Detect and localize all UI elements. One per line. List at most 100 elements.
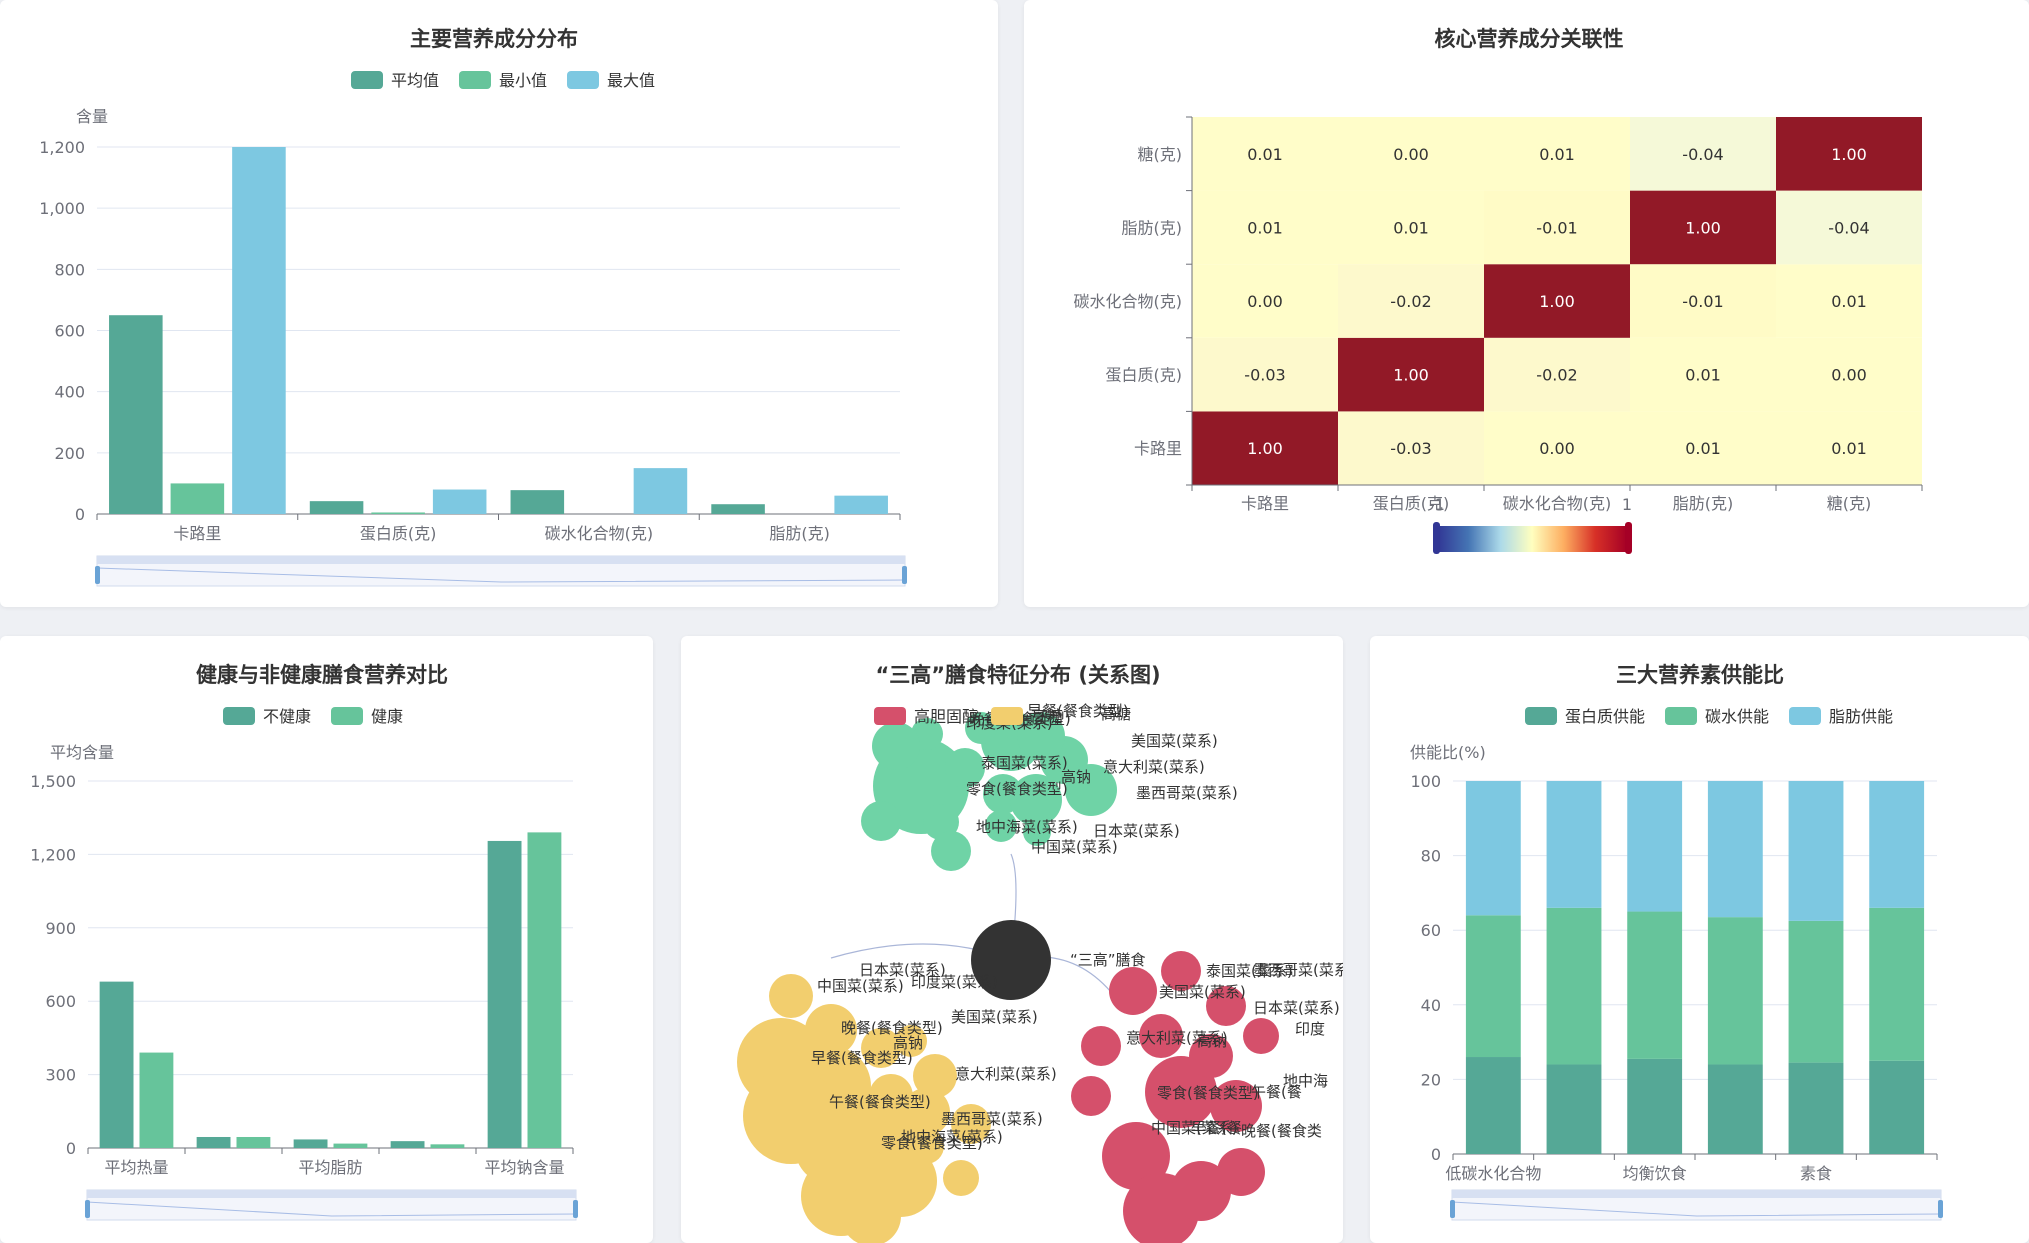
x-tick-label: 平均钠含量 [484, 1158, 564, 1177]
legend-item[interactable]: 最小值 [459, 71, 547, 90]
node-label: 高钠 [893, 1034, 923, 1052]
chart-title: 三大营养素供能比 [1616, 663, 1784, 687]
graph-node [965, 712, 997, 744]
graph-node [923, 804, 959, 840]
legend-item[interactable]: 脂肪供能 [1789, 707, 1893, 726]
bar [1546, 1064, 1602, 1154]
graph-node [931, 831, 971, 871]
healthy-compare-panel: 健康与非健康膳食营养对比 不健康 健康 平均含量 0 300 600 900 1,200 1… [0, 636, 653, 1243]
x-tick-label: 糖(克) [1827, 494, 1872, 513]
bar [232, 147, 286, 514]
bar [711, 504, 765, 514]
graph-node [1109, 967, 1157, 1015]
legend-label: 不健康 [263, 707, 311, 726]
graph-node [1071, 1076, 1111, 1116]
node-label: 早餐(餐食类型) [1027, 702, 1129, 720]
heatmap-cell [1192, 190, 1338, 265]
y-tick-label: 1,000 [39, 199, 85, 218]
y-tick-label: 0 [1431, 1145, 1441, 1164]
heatmap-cell [1630, 117, 1776, 191]
node-label: 午餐(餐 [1251, 1083, 1302, 1101]
y-tick-label: 800 [54, 260, 85, 279]
heatmap-cell [1630, 190, 1776, 265]
heatmap-value: -0.04 [1828, 218, 1869, 237]
heatmap-value: 0.01 [1831, 292, 1867, 311]
graph-node [1102, 1122, 1170, 1190]
visual-map[interactable]: -1 1 [1429, 495, 1632, 554]
legend-item[interactable]: 健康 [331, 707, 403, 726]
data-zoom-slider[interactable] [85, 1189, 578, 1221]
bar [1465, 781, 1521, 916]
node-label: 美国菜(菜系) [1159, 983, 1246, 1001]
graph-node [908, 1128, 944, 1164]
heatmap-value: 0.00 [1393, 145, 1429, 164]
y-tick-label: 600 [45, 992, 76, 1011]
node-label: 零食(餐食类型) [881, 1134, 983, 1152]
legend-swatch [223, 707, 255, 725]
x-tick-label: 均衡饮食 [1623, 1164, 1687, 1183]
node-label: 墨西哥菜(菜系) [1136, 784, 1238, 802]
zoom-preview-line [96, 567, 906, 583]
legend-item[interactable]: 蛋白质供能 [1525, 707, 1645, 726]
node-label: 墨西哥菜(菜系) [941, 1110, 1043, 1128]
legend-item[interactable]: 碳水供能 [1665, 707, 1769, 726]
bar [109, 315, 163, 514]
zoom-handle-right [573, 1200, 578, 1218]
data-zoom-slider[interactable] [95, 555, 907, 587]
bar [1465, 1057, 1521, 1154]
y-tick-label: 碳水化合物(克) [1074, 292, 1183, 311]
y-axis-name: 平均含量 [50, 743, 114, 762]
legend-item[interactable]: 高糖 [991, 707, 1063, 726]
node-label: 高钠 [1061, 768, 1091, 786]
heatmap-cell [1192, 411, 1338, 485]
graph-node [985, 810, 1017, 842]
bar [1788, 781, 1844, 921]
legend-swatch [1789, 707, 1821, 725]
legend-item[interactable]: 平均值 [351, 71, 439, 90]
graph-node [895, 1025, 927, 1057]
graph-node [1065, 764, 1117, 816]
x-tick-label: 平均脂肪 [298, 1158, 362, 1177]
graph-node [872, 722, 920, 770]
node-label: 印度 [1295, 1020, 1325, 1038]
heatmap-value: 0.01 [1539, 145, 1575, 164]
y-axis-name: 含量 [76, 107, 108, 126]
node-label: 零食(餐食类型) [966, 780, 1068, 798]
heatmap-cell [1776, 337, 1922, 412]
legend-item[interactable]: 高胆固醇 [874, 707, 978, 726]
bar [371, 512, 425, 514]
bar [1788, 1062, 1844, 1154]
legend-item[interactable]: 不健康 [223, 707, 311, 726]
x-tick-label: 碳水化合物(克) [545, 524, 654, 543]
bar [309, 501, 364, 514]
node-label: 地中海菜(菜系) [976, 818, 1078, 836]
node-label: 中国菜(菜系) [1031, 838, 1118, 856]
legend-item[interactable]: 最大值 [567, 71, 655, 90]
heatmap-value: 0.01 [1247, 145, 1283, 164]
heatmap-cell [1338, 190, 1484, 265]
graph-node [913, 1054, 957, 1098]
y-tick-label: 600 [54, 322, 85, 341]
energy-ratio-chart: 三大营养素供能比 蛋白质供能 碳水供能 脂肪供能 供能比(%) 0 20 40 60 80 1… [1410, 663, 1943, 1221]
visual-map-handle-left [1433, 522, 1440, 554]
bar [1546, 907, 1602, 1065]
bar [333, 1143, 368, 1148]
heatmap-value: -0.01 [1682, 292, 1723, 311]
heatmap-cell [1338, 264, 1484, 338]
visual-map-max-label: 1 [1622, 495, 1632, 514]
data-zoom-slider[interactable] [1450, 1189, 1943, 1221]
legend-swatch [351, 71, 383, 89]
bar [510, 490, 565, 514]
legend-label: 健康 [371, 707, 403, 726]
heatmap-cell [1484, 190, 1630, 265]
zoom-handle-right [1938, 1200, 1943, 1218]
zoom-handle-left [1450, 1200, 1455, 1218]
legend-swatch [1525, 707, 1557, 725]
graph-node [1081, 1026, 1121, 1066]
bar [1627, 1058, 1683, 1154]
bar [293, 1139, 328, 1148]
heatmap-value: 0.01 [1247, 218, 1283, 237]
graph-legend: 高胆固醇 高糖 [874, 707, 1063, 726]
bar [1707, 781, 1763, 918]
bar [1707, 1064, 1763, 1154]
